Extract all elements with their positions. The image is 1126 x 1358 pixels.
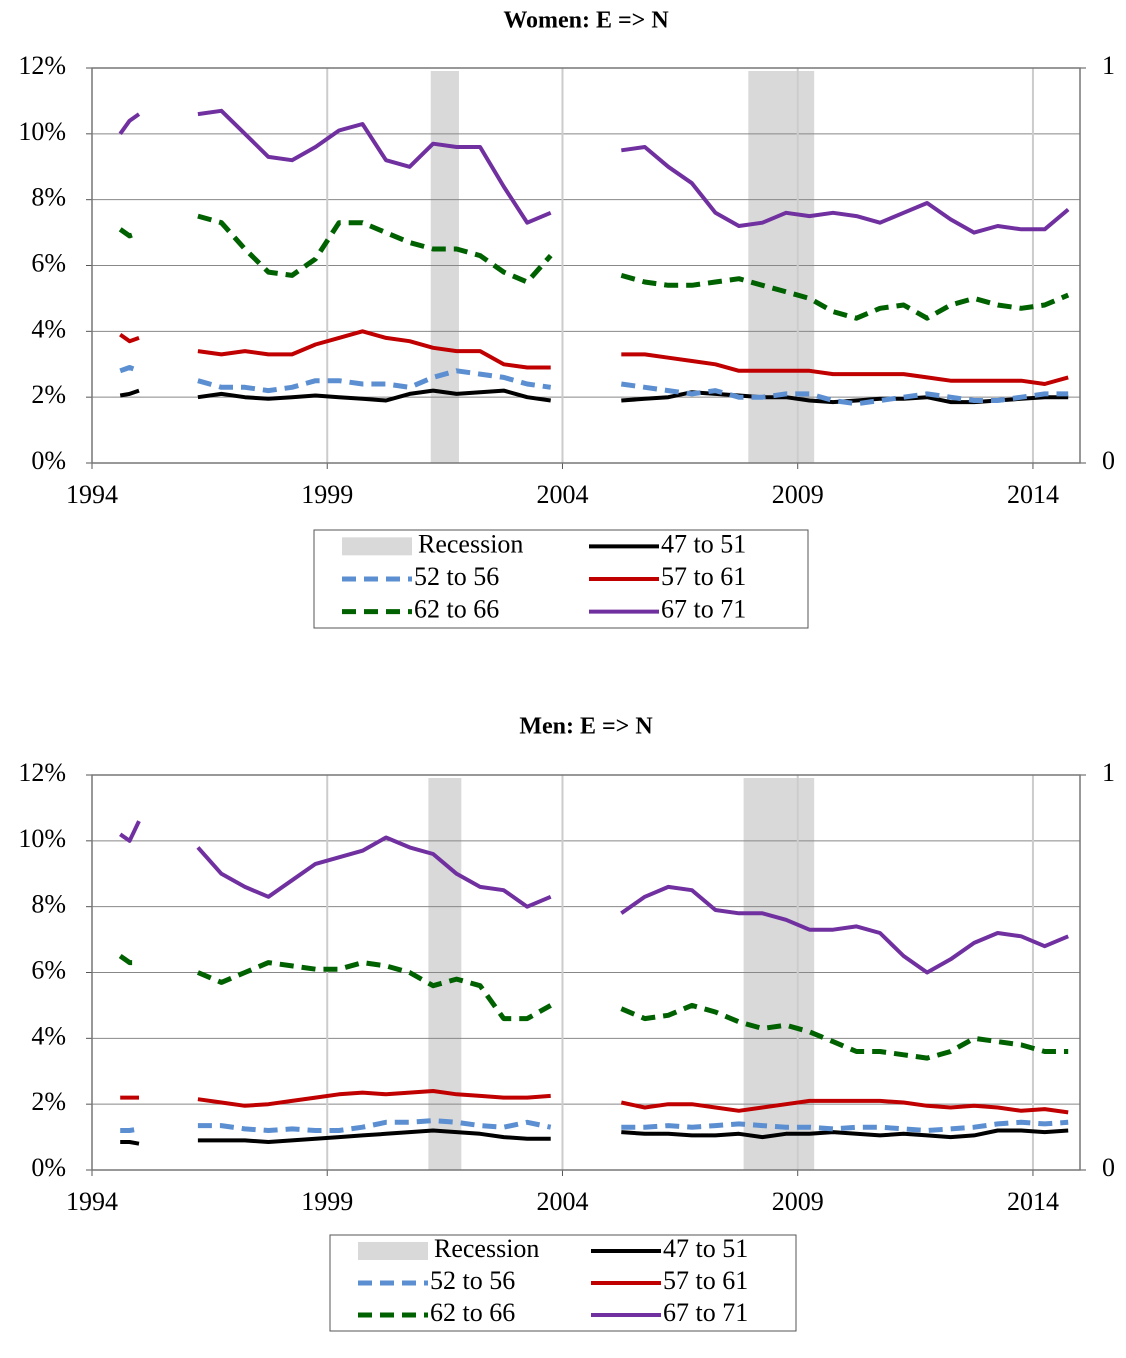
y-tick-label: 12% [18, 51, 66, 80]
x-tick-label: 2014 [1007, 480, 1059, 509]
plot-frame [91, 67, 1081, 464]
legend-label: Recession [434, 1234, 539, 1263]
legend-label: 62 to 66 [414, 595, 499, 624]
chart-title: Men: E => N [519, 714, 653, 740]
series-line [119, 365, 1069, 407]
y-tick-label: 2% [31, 1087, 66, 1116]
series-line [119, 329, 1069, 386]
legend-label: Recession [418, 529, 523, 558]
legend-label: 47 to 51 [661, 529, 746, 558]
legend-label: 62 to 66 [430, 1298, 515, 1327]
x-tick-label: 1999 [301, 480, 353, 509]
x-tick-label: 2009 [772, 1187, 824, 1216]
y-tick-label: 2% [31, 380, 66, 409]
recession-band [428, 778, 462, 1170]
y2-tick-label: 1 [1102, 758, 1115, 787]
series-line [120, 1128, 1069, 1146]
y-tick-label: 0% [31, 1153, 66, 1182]
legend-label: 67 to 71 [663, 1298, 748, 1327]
x-tick-label: 2004 [536, 480, 588, 509]
y2-tick-label: 1 [1102, 51, 1115, 80]
series-line [119, 820, 1069, 975]
series-line [120, 1118, 1069, 1133]
series-line [120, 1089, 1069, 1115]
legend-label: 52 to 56 [414, 562, 499, 591]
chart-title: Women: E => N [503, 8, 669, 34]
x-tick-label: 1994 [66, 1187, 118, 1216]
y-tick-label: 8% [31, 890, 66, 919]
legend-swatch [342, 537, 412, 556]
y-tick-label: 12% [18, 758, 66, 787]
x-tick-label: 1999 [301, 1187, 353, 1216]
y-tick-label: 4% [31, 314, 66, 343]
y2-tick-label: 0 [1102, 446, 1115, 475]
series-line [118, 953, 1069, 1061]
plot-frame [91, 774, 1081, 1171]
x-tick-label: 2014 [1007, 1187, 1059, 1216]
y-tick-label: 10% [18, 824, 66, 853]
y-tick-label: 6% [31, 955, 66, 984]
legend-label: 57 to 61 [661, 562, 746, 591]
legend-swatch [358, 1242, 428, 1260]
legend-label: 57 to 61 [663, 1266, 748, 1295]
y-tick-label: 8% [31, 183, 66, 212]
x-tick-label: 2004 [536, 1187, 588, 1216]
legend-label: 67 to 71 [661, 595, 746, 624]
legend-label: 52 to 56 [430, 1266, 515, 1295]
y-tick-label: 0% [31, 446, 66, 475]
x-tick-label: 2009 [772, 480, 824, 509]
y2-tick-label: 0 [1102, 1153, 1115, 1182]
recession-band [430, 71, 459, 463]
recession-band [748, 71, 815, 463]
y-tick-label: 6% [31, 248, 66, 277]
y-tick-label: 10% [18, 117, 66, 146]
series-line [118, 213, 1070, 321]
series-line [118, 108, 1070, 235]
recession-band [743, 778, 815, 1170]
legend-label: 47 to 51 [663, 1234, 748, 1263]
y-tick-label: 4% [31, 1021, 66, 1050]
x-tick-label: 1994 [66, 480, 118, 509]
